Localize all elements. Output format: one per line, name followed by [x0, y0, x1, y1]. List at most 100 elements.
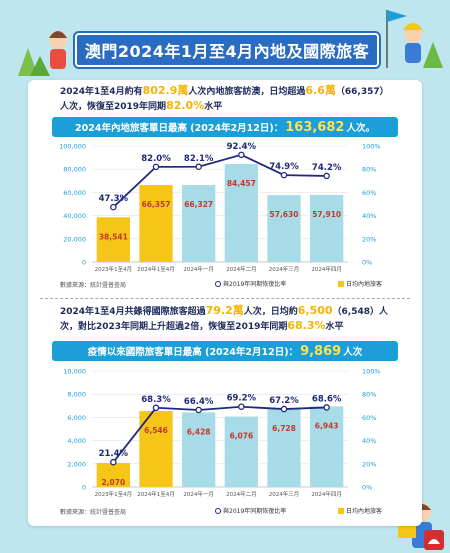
bar	[310, 406, 344, 487]
mainland-peak-value: 163,682	[285, 119, 345, 135]
mainland-peak-label: 2024年內地旅客單日最高 (2024年2月12日)：	[75, 123, 284, 134]
rate-point	[152, 163, 160, 171]
rate-point	[323, 172, 330, 180]
bar-value-label: 66,327	[184, 200, 213, 209]
x-tick-label: 2024年三月	[269, 490, 300, 498]
international-peak-unit: 人次	[343, 347, 363, 358]
legend-line-marker	[215, 507, 221, 514]
highlight-figure: 82.0%	[166, 99, 205, 112]
y-tick-label: 2,000	[67, 460, 86, 468]
decor-left-mascot	[18, 31, 67, 76]
y2-tick-label: 100%	[362, 368, 381, 376]
bar-value-label: 6,546	[144, 426, 168, 435]
mainland-legend-line: 與2019年同期恢復比率	[215, 279, 286, 288]
y-tick-label: 6,000	[67, 414, 86, 422]
y-tick-label: 80,000	[63, 166, 86, 174]
y2-tick-label: 20%	[362, 235, 376, 243]
rate-point	[195, 163, 202, 171]
y-tick-label: 20,000	[63, 235, 86, 243]
bar	[182, 185, 216, 262]
y2-tick-label: 40%	[362, 437, 376, 445]
y2-tick-label: 60%	[362, 189, 376, 197]
mainland-chart: 0 20,000 40,000 60,000 80,000 100,000 0% 20% 40%…	[59, 142, 381, 273]
rate-point	[323, 404, 330, 411]
summary-text: 人次，日均約	[243, 307, 298, 317]
bar	[182, 412, 216, 487]
bar-value-label: 6,428	[187, 427, 211, 436]
x-tick-label: 2024年1至4月	[137, 265, 175, 273]
highlight-figure: 79.2萬	[205, 304, 244, 317]
rate-label: 47.3%	[99, 194, 129, 204]
rate-label: 92.4%	[227, 142, 257, 152]
bar-value-label: 84,457	[227, 179, 256, 188]
summary-text: 2024年1至4月共錄得國際旅客超過	[60, 307, 206, 317]
mainland-source: 數據來源：統計暨普查局	[60, 282, 127, 289]
x-tick-label: 2024年一月	[183, 490, 214, 498]
international-source: 數據來源：統計暨普查局	[60, 509, 127, 516]
y-tick-label: 0	[82, 259, 86, 267]
x-tick-label: 2024年四月	[311, 265, 342, 273]
rate-label: 82.1%	[184, 154, 214, 164]
y2-tick-label: 80%	[362, 391, 376, 399]
rate-point	[280, 171, 288, 179]
rate-point	[238, 403, 245, 410]
y-tick-label: 4,000	[67, 437, 86, 445]
legend-bar-marker	[338, 507, 344, 514]
x-tick-label: 2024年二月	[226, 490, 256, 498]
y-tick-label: 60,000	[63, 189, 86, 197]
bar-value-label: 6,943	[315, 421, 339, 430]
rate-line	[112, 153, 327, 208]
x-tick-label: 2024年1至4月	[137, 490, 175, 498]
international-chart: 0 2,000 4,000 6,000 8,000 10,000 0% 20% 40% 60% 80…	[63, 368, 381, 499]
summary-text: （66,357）人次，恢復至2019年同期	[60, 87, 389, 112]
y2-tick-label: 20%	[362, 460, 376, 468]
bar	[96, 217, 130, 262]
summary-text: 2024年1至4月約有	[60, 87, 143, 97]
bar	[139, 411, 173, 487]
bar	[96, 462, 130, 487]
rate-point	[110, 458, 117, 466]
international-peak-value: 9,869	[300, 343, 342, 359]
summary-text: （6,548）人次，對比2023年同期上升超過2倍，恢復至2019年同期	[60, 307, 388, 332]
mainland-peak-unit: 人次。	[346, 123, 375, 134]
bar	[224, 164, 258, 262]
bar	[224, 416, 258, 487]
international-summary: 2024年1至4月共錄得國際旅客超過79.2萬人次，日均約6,500（6,548…	[60, 304, 390, 334]
rate-label: 74.2%	[312, 163, 342, 173]
legend-bar-marker	[338, 280, 344, 287]
highlight-figure: 68.3%	[287, 319, 326, 332]
highlight-figure: 6,500	[297, 304, 333, 317]
y-tick-label: 8,000	[67, 391, 86, 399]
bar	[139, 185, 173, 262]
international-legend-line: 與2019年同期恢復比率	[215, 506, 286, 515]
summary-text: 水平	[204, 102, 223, 112]
international-peak-banner: 疫情以來國際旅客單日最高 (2024年2月12日)： 9,869 人次	[52, 341, 398, 361]
rate-point	[110, 203, 117, 211]
y-tick-label: 10,000	[63, 368, 86, 376]
bar-value-label: 57,630	[270, 210, 299, 219]
bar	[267, 195, 301, 262]
macau-logo	[424, 530, 444, 550]
x-tick-label: 2024年一月	[183, 265, 214, 273]
summary-text: 人次內地旅客訪澳，日均超過	[188, 87, 306, 97]
bar-value-label: 6,728	[272, 424, 296, 433]
bar-value-label: 57,910	[312, 210, 341, 219]
bar-value-label: 38,541	[99, 232, 128, 241]
y2-tick-label: 0%	[362, 484, 372, 492]
mainland-legend-bar: 日均內地旅客	[338, 279, 382, 288]
mainland-summary: 2024年1至4月約有802.9萬人次內地旅客訪澳，日均超過6.6萬（66,35…	[60, 84, 390, 114]
x-tick-label: 2024年四月	[311, 490, 342, 498]
legend-line-label: 與2019年同期恢復比率	[223, 508, 287, 515]
y-tick-label: 40,000	[63, 212, 86, 220]
y2-tick-label: 0%	[362, 259, 372, 267]
decor-right-mascot	[386, 10, 443, 68]
highlight-figure: 6.6萬	[305, 84, 336, 97]
bar	[310, 194, 344, 262]
y2-tick-label: 40%	[362, 212, 376, 220]
rate-label: 66.4%	[184, 397, 214, 407]
y2-tick-label: 100%	[362, 143, 381, 151]
section-divider	[40, 298, 410, 299]
legend-bar-label: 日均內地旅客	[346, 508, 383, 515]
page-title: 澳門2024年1月至4月內地及國際旅客	[75, 33, 379, 67]
legend-line-marker	[215, 280, 221, 287]
